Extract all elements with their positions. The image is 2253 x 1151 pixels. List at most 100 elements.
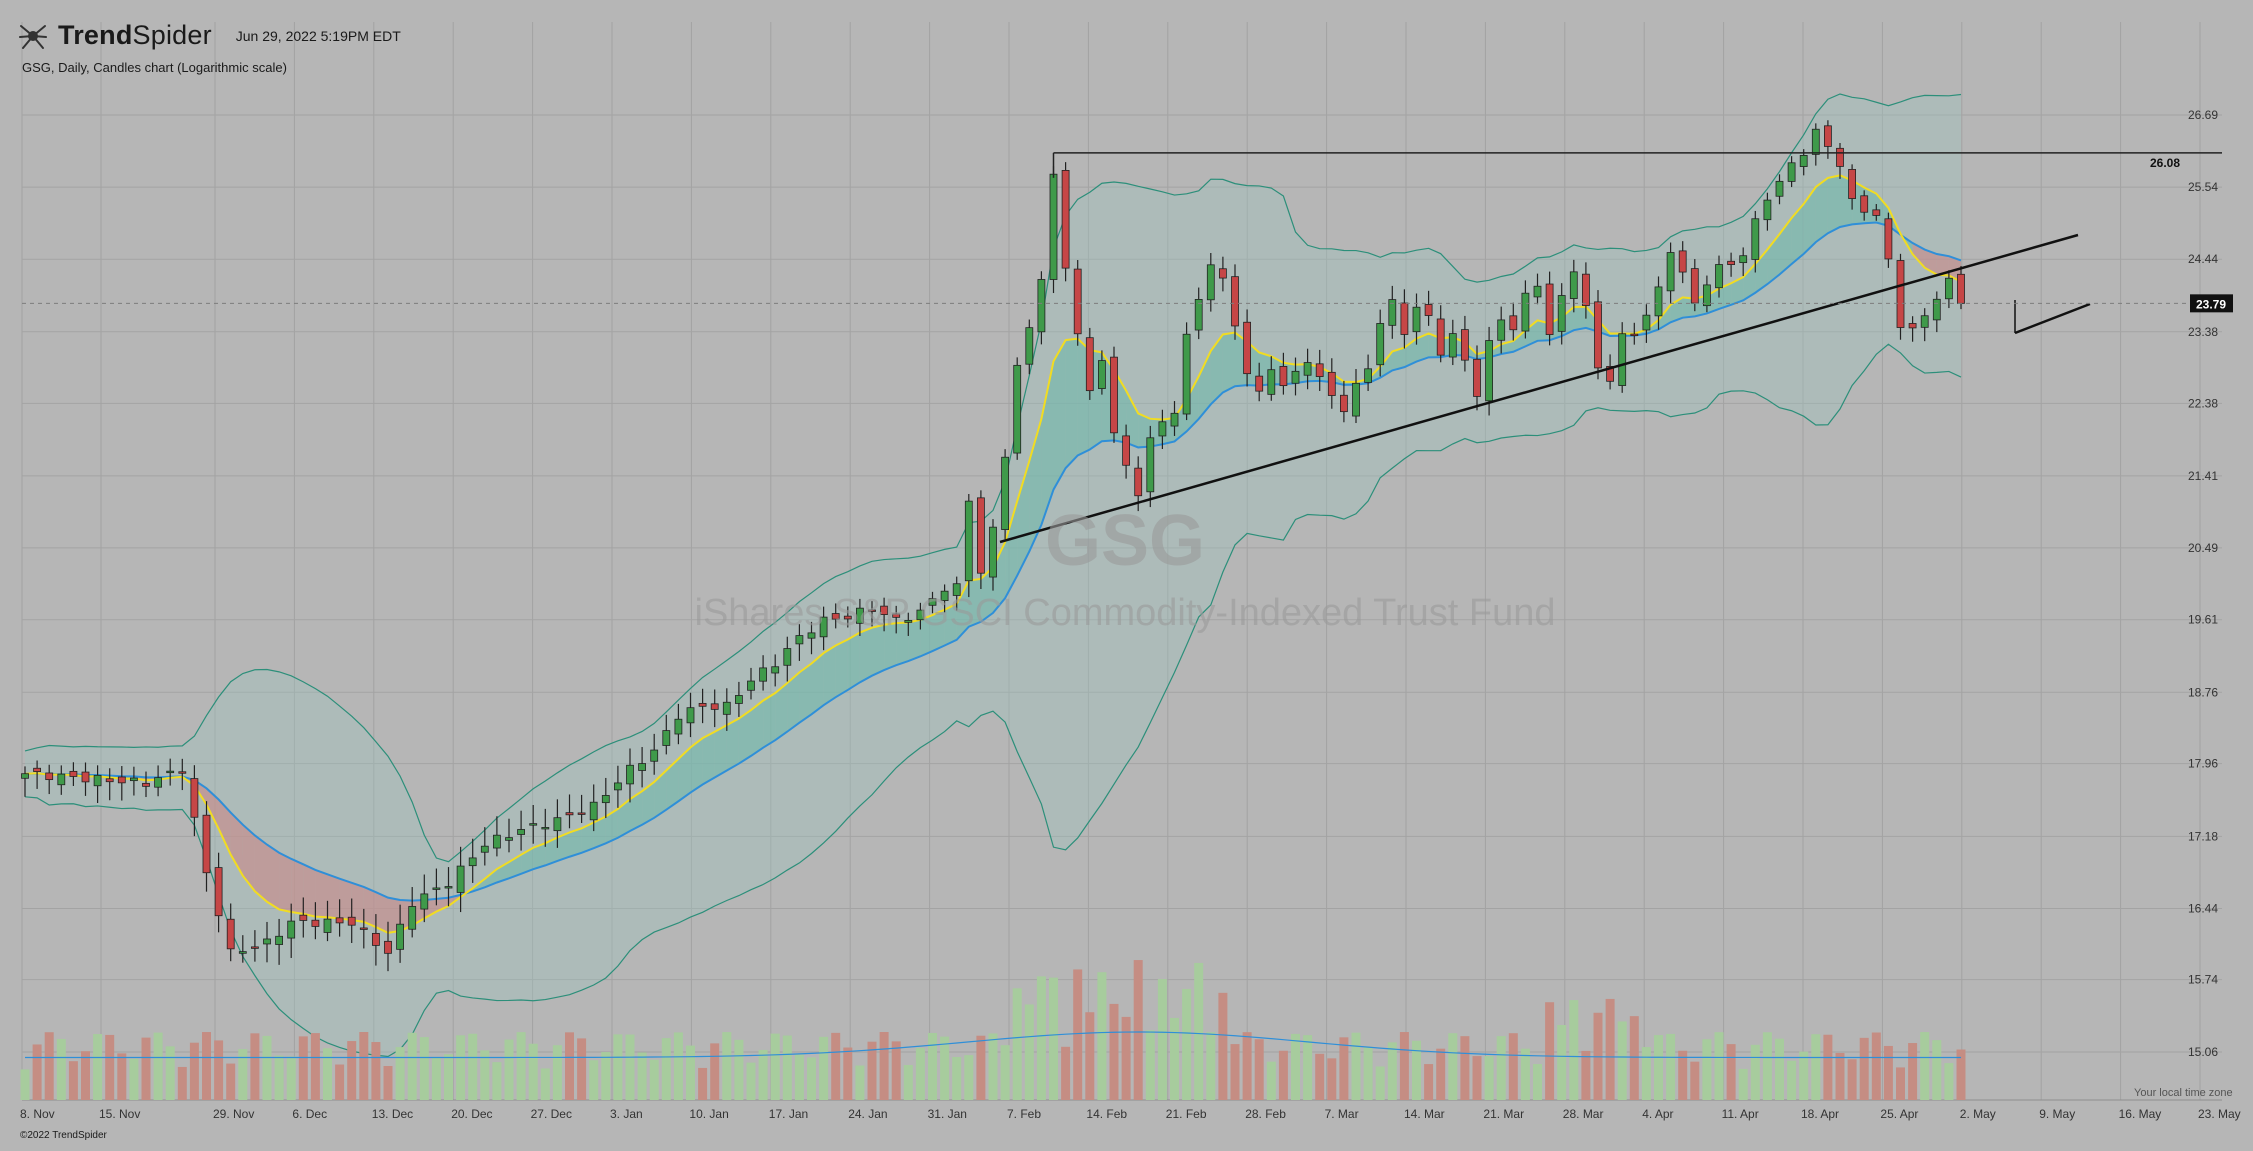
candle-down[interactable] (1595, 302, 1602, 368)
candle-up[interactable] (1002, 457, 1009, 529)
candle-up[interactable] (1788, 163, 1795, 182)
candle-up[interactable] (1486, 341, 1493, 401)
candle-up[interactable] (1921, 316, 1928, 328)
candle-up[interactable] (1945, 278, 1952, 299)
candle-up[interactable] (481, 846, 488, 852)
candle-down[interactable] (34, 768, 41, 771)
candle-down[interactable] (1123, 436, 1130, 465)
candle-down[interactable] (1873, 210, 1880, 216)
candle-down[interactable] (336, 918, 343, 923)
candle-down[interactable] (372, 933, 379, 945)
candle-up[interactable] (1365, 369, 1372, 383)
candle-up[interactable] (1207, 265, 1214, 300)
candle-up[interactable] (542, 827, 549, 829)
candle-down[interactable] (300, 915, 307, 920)
candle-up[interactable] (276, 936, 283, 944)
candle-down[interactable] (191, 779, 198, 818)
candle-up[interactable] (1449, 334, 1456, 357)
candle-down[interactable] (1631, 334, 1638, 336)
candle-up[interactable] (433, 888, 440, 890)
candle-up[interactable] (1147, 438, 1154, 492)
candle-down[interactable] (1958, 274, 1965, 303)
candle-down[interactable] (1474, 359, 1481, 396)
candle-up[interactable] (1740, 256, 1747, 263)
candle-down[interactable] (1316, 364, 1323, 377)
timezone-note[interactable]: Your local time zone (2134, 1087, 2233, 1099)
candle-down[interactable] (1340, 395, 1347, 411)
candle-up[interactable] (735, 695, 742, 703)
candle-up[interactable] (409, 906, 416, 929)
candle-down[interactable] (1280, 366, 1287, 385)
candle-down[interactable] (1086, 338, 1093, 391)
candle-up[interactable] (1522, 293, 1529, 331)
candle-up[interactable] (602, 795, 609, 802)
candle-up[interactable] (506, 838, 513, 841)
candle-up[interactable] (1159, 422, 1166, 436)
candle-up[interactable] (1353, 383, 1360, 416)
candle-down[interactable] (1232, 277, 1239, 326)
candle-up[interactable] (1195, 299, 1202, 330)
candle-down[interactable] (1111, 357, 1118, 433)
candle-down[interactable] (1074, 269, 1081, 334)
candle-up[interactable] (554, 818, 561, 831)
candle-down[interactable] (1256, 376, 1263, 391)
candle-down[interactable] (227, 919, 234, 949)
candle-up[interactable] (990, 527, 997, 577)
candle-down[interactable] (1691, 269, 1698, 303)
candle-down[interactable] (1401, 303, 1408, 334)
candle-up[interactable] (627, 765, 634, 784)
candle-up[interactable] (1183, 334, 1190, 414)
candle-down[interactable] (1909, 323, 1916, 327)
candle-up[interactable] (1014, 365, 1021, 453)
candle-up[interactable] (1800, 155, 1807, 166)
candle-up[interactable] (324, 919, 331, 932)
candle-up[interactable] (130, 778, 137, 781)
candle-up[interactable] (1764, 200, 1771, 220)
candle-down[interactable] (1135, 468, 1142, 496)
candle-up[interactable] (663, 731, 670, 746)
candle-up[interactable] (239, 952, 246, 954)
candle-up[interactable] (288, 921, 295, 938)
candle-down[interactable] (385, 941, 392, 953)
candle-down[interactable] (1679, 251, 1686, 272)
candle-up[interactable] (397, 924, 404, 949)
candle-down[interactable] (1437, 319, 1444, 355)
candle-up[interactable] (760, 668, 767, 681)
candle-down[interactable] (312, 920, 319, 926)
candle-down[interactable] (143, 783, 150, 786)
candle-down[interactable] (215, 868, 222, 916)
candle-up[interactable] (1038, 279, 1045, 331)
candle-up[interactable] (22, 774, 29, 779)
candle-down[interactable] (1546, 284, 1553, 335)
candle-down[interactable] (1510, 316, 1517, 330)
candle-up[interactable] (1933, 299, 1940, 320)
candle-up[interactable] (1643, 315, 1650, 330)
candle-up[interactable] (687, 708, 694, 723)
candle-down[interactable] (1824, 126, 1831, 147)
candle-down[interactable] (1425, 304, 1432, 315)
candle-up[interactable] (1026, 328, 1033, 365)
candle-down[interactable] (203, 815, 210, 873)
candle-up[interactable] (1703, 285, 1710, 306)
candle-up[interactable] (1558, 296, 1565, 332)
candle-up[interactable] (1655, 287, 1662, 316)
candle-down[interactable] (118, 777, 125, 783)
candle-up[interactable] (1377, 323, 1384, 364)
candle-up[interactable] (264, 939, 271, 944)
candle-up[interactable] (1812, 129, 1819, 154)
candle-down[interactable] (977, 498, 984, 573)
candle-up[interactable] (94, 775, 101, 785)
candle-down[interactable] (1897, 260, 1904, 327)
candle-down[interactable] (1861, 196, 1868, 212)
candle-down[interactable] (82, 772, 89, 782)
candle-up[interactable] (1292, 371, 1299, 383)
candle-up[interactable] (1268, 370, 1275, 395)
candle-down[interactable] (578, 813, 585, 815)
candle-up[interactable] (1667, 253, 1674, 291)
candle-down[interactable] (711, 704, 718, 710)
candle-up[interactable] (614, 783, 621, 790)
candle-down[interactable] (1582, 274, 1589, 305)
candle-down[interactable] (46, 773, 53, 780)
